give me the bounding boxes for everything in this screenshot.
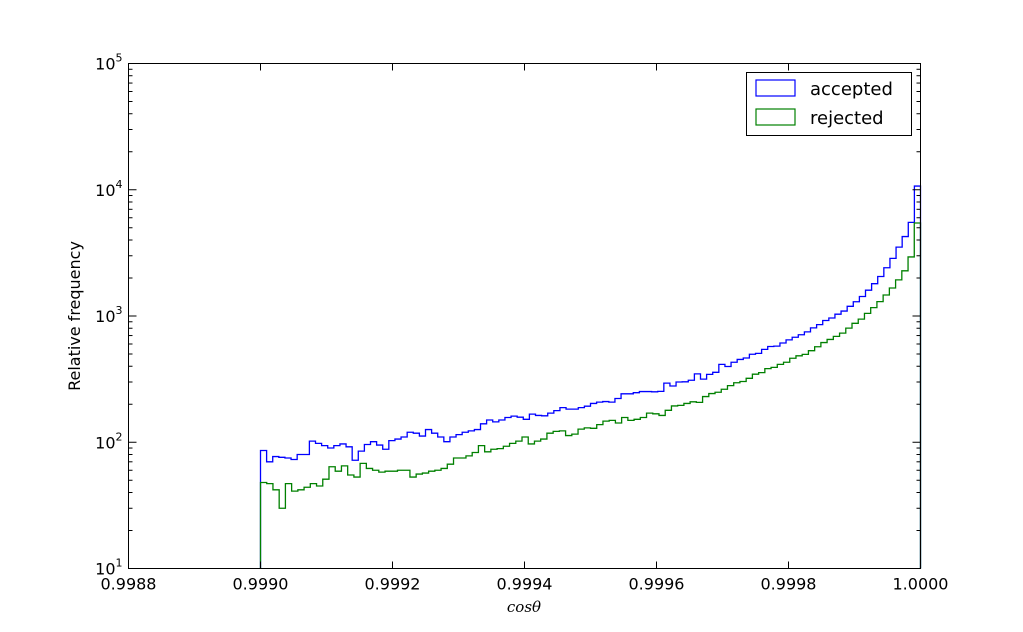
y-axis-label: Relative frequency [65,241,84,391]
x-tick-label: 0.9992 [365,575,421,594]
legend-label-accepted: accepted [810,79,893,100]
y-tick-label: 102 [95,430,122,452]
x-tick-label: 0.9988 [101,575,157,594]
y-tick-label: 105 [95,52,122,74]
legend-swatch-rejected [755,108,796,126]
x-tick-label: 0.9996 [629,575,685,594]
axis-ticks [128,63,921,569]
plot-content [259,185,922,569]
x-tick-label: 0.9998 [761,575,817,594]
axis-tick-labels: 0.9988 0.9990 0.9992 0.9994 0.9996 0.9998 1.00… [95,52,948,594]
y-tick-label: 103 [95,304,122,326]
legend-label-rejected: rejected [810,108,884,129]
legend: accepted rejected [746,72,912,136]
y-tick-label: 101 [95,557,122,579]
series-line-accepted [259,185,922,569]
plot-frame [128,63,921,569]
legend-swatch-accepted [755,79,796,97]
x-tick-label: 1.0000 [893,575,949,594]
series-line-rejected [259,222,922,569]
x-tick-label: 0.9994 [497,575,553,594]
x-axis-label: cosθ [507,598,541,616]
y-tick-label: 104 [95,178,122,200]
x-tick-label: 0.9990 [233,575,289,594]
